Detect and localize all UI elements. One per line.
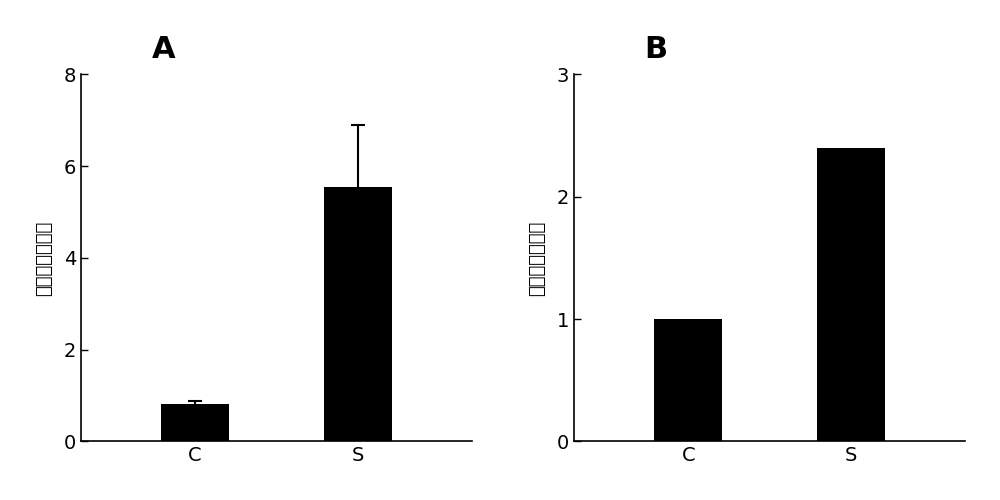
Text: A: A xyxy=(151,34,175,64)
Bar xyxy=(161,404,229,442)
Bar xyxy=(817,148,885,442)
Bar xyxy=(654,319,722,442)
Y-axis label: 基因相对表达量: 基因相对表达量 xyxy=(35,220,53,296)
Text: B: B xyxy=(645,34,668,64)
Bar xyxy=(324,187,392,442)
Y-axis label: 基因相对表达量: 基因相对表达量 xyxy=(528,220,546,296)
